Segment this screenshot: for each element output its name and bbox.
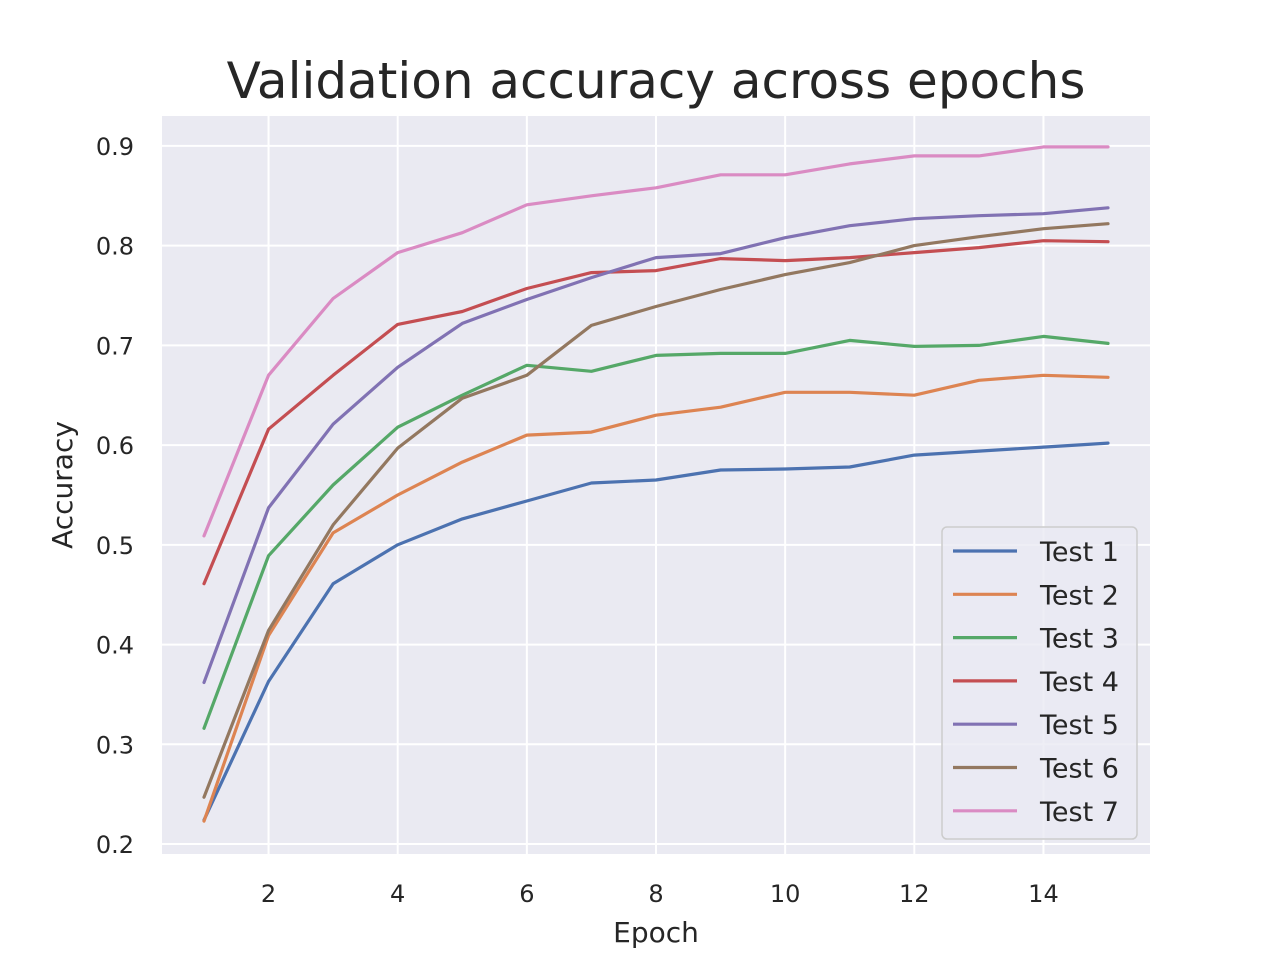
legend-item: Test 4 bbox=[953, 667, 1119, 698]
y-axis-label: Accuracy bbox=[46, 421, 79, 549]
legend-label: Test 4 bbox=[1039, 667, 1119, 698]
y-tick-label: 0.4 bbox=[96, 632, 134, 660]
x-tick-label: 8 bbox=[648, 880, 663, 908]
x-axis-label: Epoch bbox=[613, 916, 699, 949]
y-tick-label: 0.2 bbox=[96, 831, 134, 859]
y-tick-label: 0.6 bbox=[96, 432, 134, 460]
series-line-test-3 bbox=[202, 334, 1110, 730]
series-line-test-5 bbox=[202, 206, 1110, 685]
series-line-test-1 bbox=[202, 441, 1110, 822]
legend-item: Test 2 bbox=[953, 580, 1119, 611]
legend-label: Test 6 bbox=[1039, 754, 1119, 785]
x-tick-label: 2 bbox=[261, 880, 276, 908]
legend-item: Test 3 bbox=[953, 624, 1119, 655]
y-tick-label: 0.7 bbox=[96, 332, 134, 360]
series-line-test-4 bbox=[202, 239, 1110, 586]
legend-label: Test 2 bbox=[1039, 580, 1119, 611]
legend-item: Test 1 bbox=[953, 537, 1119, 568]
legend-item: Test 7 bbox=[953, 797, 1119, 828]
series-line-test-2 bbox=[202, 373, 1110, 823]
chart-title: Validation accuracy across epochs bbox=[227, 52, 1086, 110]
legend-label: Test 3 bbox=[1039, 624, 1119, 655]
legend-item: Test 6 bbox=[953, 754, 1119, 785]
legend-label: Test 5 bbox=[1039, 710, 1119, 741]
y-tick-label: 0.8 bbox=[96, 233, 134, 261]
x-tick-label: 10 bbox=[770, 880, 801, 908]
legend-item: Test 5 bbox=[953, 710, 1119, 741]
x-tick-labels: 2 4 6 8 10 12 14 bbox=[261, 880, 1059, 908]
y-tick-label: 0.3 bbox=[96, 731, 134, 759]
x-tick-label: 12 bbox=[899, 880, 930, 908]
x-tick-label: 14 bbox=[1028, 880, 1059, 908]
y-tick-label: 0.5 bbox=[96, 532, 134, 560]
y-tick-labels: 0.2 0.3 0.4 0.5 0.6 0.7 0.8 0.9 bbox=[96, 133, 134, 859]
series-line-test-6 bbox=[202, 222, 1110, 799]
x-tick-label: 4 bbox=[390, 880, 405, 908]
y-tick-label: 0.9 bbox=[96, 133, 134, 161]
legend-label: Test 7 bbox=[1039, 797, 1119, 828]
series-lines bbox=[202, 145, 1110, 823]
series-line-test-7 bbox=[202, 145, 1110, 538]
legend-box bbox=[941, 526, 1138, 840]
legend: Test 1 Test 2 Test 3 Test 4 Test 5 Test 6 Test… bbox=[941, 526, 1138, 840]
x-tick-label: 6 bbox=[519, 880, 534, 908]
legend-label: Test 1 bbox=[1039, 537, 1119, 568]
